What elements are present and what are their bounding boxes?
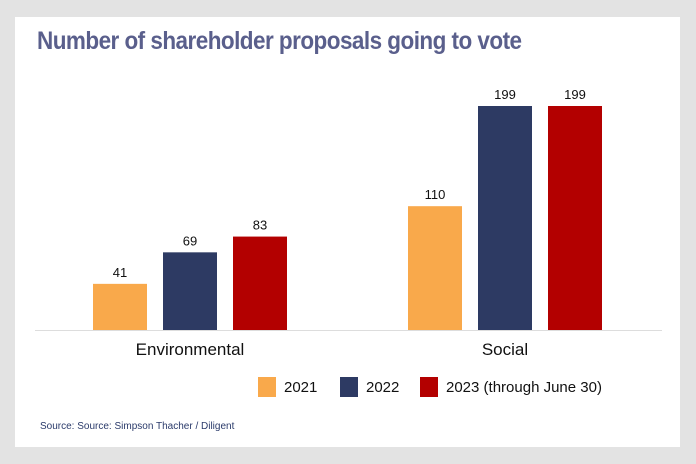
legend-label: 2021	[284, 378, 318, 396]
category-label: Social	[482, 340, 528, 359]
data-label: 199	[564, 87, 586, 102]
bar-environmental-2021	[93, 283, 147, 330]
legend-swatch	[340, 377, 358, 397]
legend-item: 2023 (through June 30)	[420, 377, 602, 397]
legend-label: 2022	[366, 378, 400, 396]
bar-social-2022	[478, 106, 532, 330]
legend-swatch	[258, 377, 276, 397]
bar-social-2021	[408, 206, 462, 330]
data-label: 110	[425, 187, 446, 202]
legend-item: 2022	[340, 377, 399, 397]
chart-title: Number of shareholder proposals going to…	[37, 27, 522, 55]
data-label: 41	[113, 265, 127, 280]
data-label: 199	[494, 87, 516, 102]
category-label: Environmental	[136, 340, 245, 359]
legend-swatch	[420, 377, 438, 397]
data-label: 69	[183, 233, 197, 248]
legend-label: 2023 (through June 30)	[446, 378, 602, 396]
legend-item: 2021	[258, 377, 317, 397]
bar-environmental-2022	[163, 252, 217, 330]
source-note: Source: Source: Simpson Thacher / Dilige…	[40, 421, 235, 432]
data-label: 83	[253, 218, 267, 233]
bar-environmental-2023	[233, 236, 287, 330]
bar-social-2023	[548, 106, 602, 330]
